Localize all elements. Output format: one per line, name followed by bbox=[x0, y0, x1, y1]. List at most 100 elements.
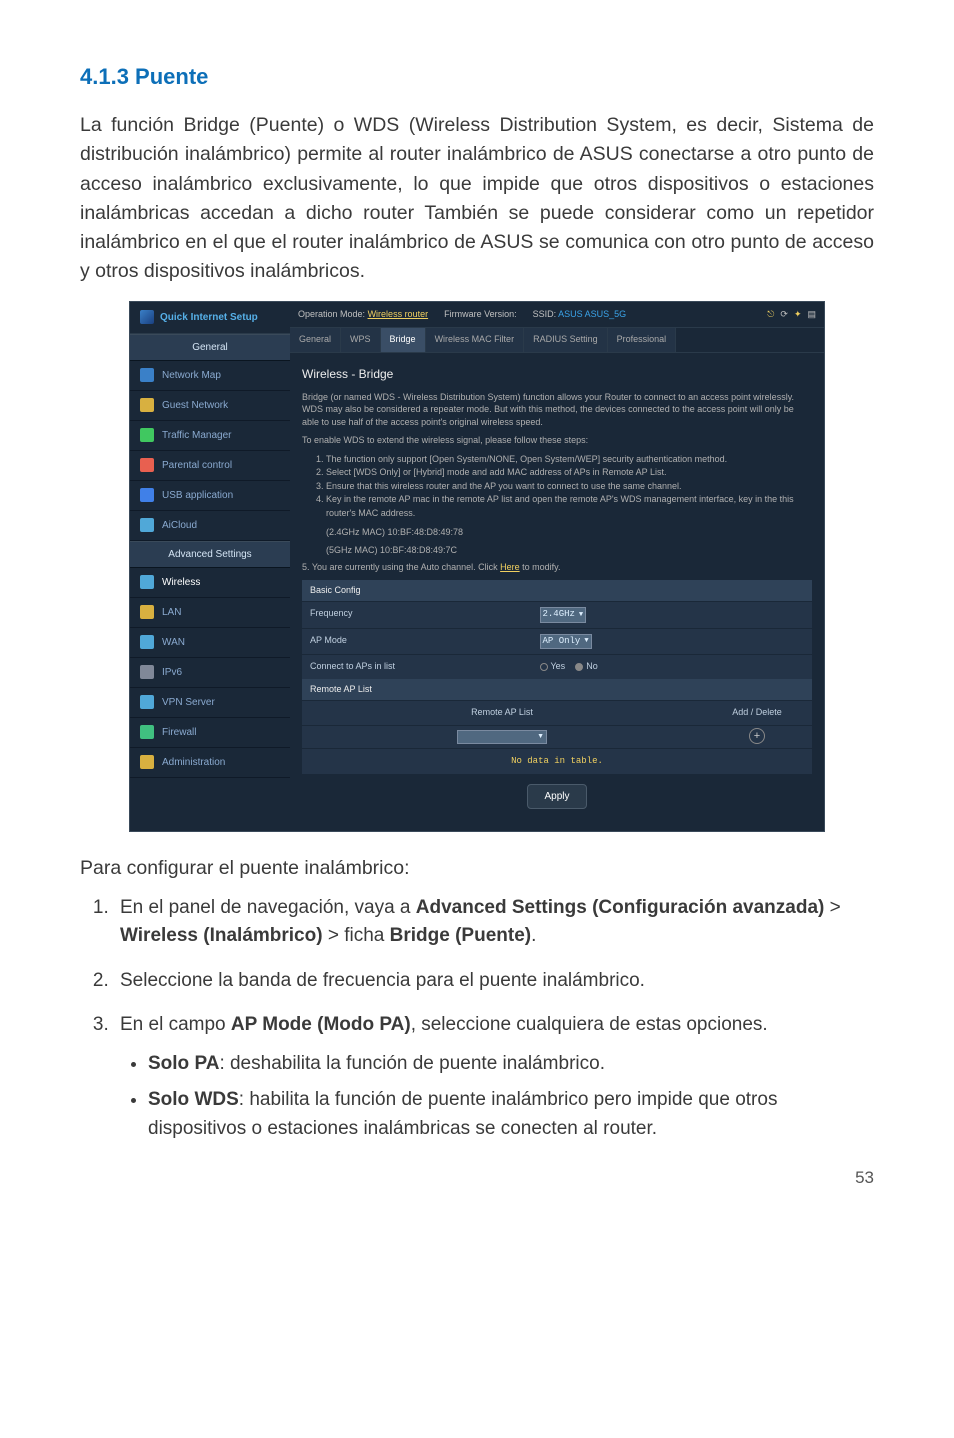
mac-5: (5GHz MAC) 10:BF:48:D8:49:7C bbox=[302, 544, 812, 558]
sidebar-label: Guest Network bbox=[162, 398, 228, 413]
sidebar-item[interactable]: WAN bbox=[130, 628, 290, 658]
sidebar-label: VPN Server bbox=[162, 695, 215, 710]
panel-desc1: Bridge (or named WDS - Wireless Distribu… bbox=[302, 391, 812, 429]
apply-button[interactable]: Apply bbox=[527, 784, 586, 809]
s3b: AP Mode (Modo PA) bbox=[231, 1014, 411, 1035]
mac-24: (2.4GHz MAC) 10:BF:48:D8:49:78 bbox=[302, 526, 812, 540]
sidebar-item[interactable]: Wireless bbox=[130, 568, 290, 598]
s1g: . bbox=[531, 925, 536, 946]
s3c: , seleccione cualquiera de estas opcione… bbox=[411, 1014, 768, 1035]
sidebar-label: WAN bbox=[162, 635, 185, 650]
tab[interactable]: WPS bbox=[341, 328, 381, 352]
row-connect: Connect to APs in list Yes No bbox=[302, 654, 812, 679]
sidebar-label: LAN bbox=[162, 605, 181, 620]
sidebar-item[interactable]: Network Map bbox=[130, 361, 290, 391]
remote-ap-columns: Remote AP List Add / Delete bbox=[302, 700, 812, 725]
language-icon[interactable]: ✦ bbox=[794, 308, 802, 322]
here-link[interactable]: Here bbox=[500, 562, 520, 572]
remote-ap-header: Remote AP List bbox=[302, 679, 812, 701]
s1a: En el panel de navegación, vaya a bbox=[120, 897, 416, 918]
remote-ap-input-row: + bbox=[302, 725, 812, 748]
tab[interactable]: Wireless MAC Filter bbox=[426, 328, 525, 352]
sidebar-item[interactable]: USB application bbox=[130, 481, 290, 511]
intro-paragraph: La función Bridge (Puente) o WDS (Wirele… bbox=[80, 111, 874, 287]
freq-select[interactable]: 2.4GHz bbox=[540, 607, 587, 623]
quick-internet-setup[interactable]: Quick Internet Setup bbox=[130, 302, 290, 334]
row-apmode: AP Mode AP Only bbox=[302, 628, 812, 655]
ssid-value: ASUS ASUS_5G bbox=[558, 309, 626, 319]
radio-no[interactable] bbox=[575, 663, 583, 671]
panel-desc2: To enable WDS to extend the wireless sig… bbox=[302, 434, 812, 447]
tab[interactable]: Professional bbox=[608, 328, 677, 352]
auto-b: to modify. bbox=[520, 562, 561, 572]
remote-mac-input[interactable] bbox=[457, 730, 547, 744]
auto-a: 5. You are currently using the Auto chan… bbox=[302, 562, 500, 572]
sidebar-item[interactable]: Traffic Manager bbox=[130, 421, 290, 451]
auto-channel-line: 5. You are currently using the Auto chan… bbox=[302, 561, 812, 574]
qis-icon bbox=[140, 310, 154, 324]
sidebar-label: Administration bbox=[162, 755, 225, 770]
sidebar-label: IPv6 bbox=[162, 665, 182, 680]
b2b: : habilita la función de puente inalámbr… bbox=[148, 1089, 777, 1139]
sidebar-label: Network Map bbox=[162, 368, 221, 383]
panel-step: Ensure that this wireless router and the… bbox=[326, 480, 812, 494]
sidebar-icon bbox=[140, 635, 154, 649]
basic-config-header: Basic Config bbox=[302, 580, 812, 602]
sidebar-item[interactable]: Administration bbox=[130, 748, 290, 778]
sidebar-icon bbox=[140, 428, 154, 442]
page-number: 53 bbox=[80, 1165, 874, 1191]
opmode-label: Operation Mode: bbox=[298, 309, 365, 319]
sidebar-icon bbox=[140, 755, 154, 769]
sidebar-header-advanced: Advanced Settings bbox=[130, 541, 290, 568]
add-button[interactable]: + bbox=[749, 728, 765, 744]
sidebar-item[interactable]: VPN Server bbox=[130, 688, 290, 718]
firmware-label: Firmware Version: bbox=[444, 308, 517, 322]
step-2: Seleccione la banda de frecuencia para e… bbox=[114, 967, 874, 996]
tab-bar: GeneralWPSBridgeWireless MAC FilterRADIU… bbox=[290, 328, 824, 353]
qis-label: Quick Internet Setup bbox=[160, 310, 258, 325]
reboot-icon[interactable]: ⟳ bbox=[780, 308, 788, 322]
section-heading: 4.1.3 Puente bbox=[80, 60, 874, 93]
tab[interactable]: Bridge bbox=[381, 328, 426, 352]
tab[interactable]: RADIUS Setting bbox=[524, 328, 608, 352]
panel-title: Wireless - Bridge bbox=[302, 365, 812, 383]
tab[interactable]: General bbox=[290, 328, 341, 352]
apmode-select[interactable]: AP Only bbox=[540, 634, 592, 650]
s1f: Bridge (Puente) bbox=[390, 925, 531, 946]
row-frequency: Frequency 2.4GHz bbox=[302, 601, 812, 628]
sidebar-item[interactable]: Guest Network bbox=[130, 391, 290, 421]
ssid-label: SSID: bbox=[533, 309, 557, 319]
panel-step: Key in the remote AP mac in the remote A… bbox=[326, 493, 812, 520]
connect-label: Connect to APs in list bbox=[302, 655, 532, 679]
sidebar-item[interactable]: Parental control bbox=[130, 451, 290, 481]
sidebar-label: Firewall bbox=[162, 725, 196, 740]
sidebar-item[interactable]: LAN bbox=[130, 598, 290, 628]
step-3: En el campo AP Mode (Modo PA), seleccion… bbox=[114, 1011, 874, 1143]
sidebar-label: Parental control bbox=[162, 458, 232, 473]
sidebar-item[interactable]: Firewall bbox=[130, 718, 290, 748]
b2a: Solo WDS bbox=[148, 1089, 239, 1110]
sidebar-item[interactable]: IPv6 bbox=[130, 658, 290, 688]
step-1: En el panel de navegación, vaya a Advanc… bbox=[114, 894, 874, 951]
bridge-panel: Wireless - Bridge Bridge (or named WDS -… bbox=[290, 353, 824, 832]
remote-col-action: Add / Delete bbox=[702, 701, 812, 725]
s1d: Wireless (Inalámbrico) bbox=[120, 925, 323, 946]
misc-icon[interactable]: ▤ bbox=[807, 308, 816, 322]
sidebar-icon bbox=[140, 605, 154, 619]
steps-intro: Para configurar el puente inalámbrico: bbox=[80, 854, 874, 883]
sidebar-icon bbox=[140, 695, 154, 709]
logout-icon[interactable]: ⎋ bbox=[767, 308, 774, 322]
topbar-icons: ⎋ ⟳ ✦ ▤ bbox=[767, 308, 816, 322]
panel-step: Select [WDS Only] or [Hybrid] mode and a… bbox=[326, 466, 812, 480]
apmode-label: AP Mode bbox=[302, 629, 532, 655]
s3a: En el campo bbox=[120, 1014, 231, 1035]
no-label: No bbox=[586, 661, 598, 671]
sub-bullets: Solo PA: deshabilita la función de puent… bbox=[120, 1050, 874, 1144]
sidebar-label: AiCloud bbox=[162, 518, 197, 533]
opmode-value[interactable]: Wireless router bbox=[368, 309, 429, 319]
sidebar-item[interactable]: AiCloud bbox=[130, 511, 290, 541]
sidebar-icon bbox=[140, 518, 154, 532]
radio-yes[interactable] bbox=[540, 663, 548, 671]
sidebar-icon bbox=[140, 575, 154, 589]
sidebar: Quick Internet Setup General Network Map… bbox=[130, 302, 290, 832]
